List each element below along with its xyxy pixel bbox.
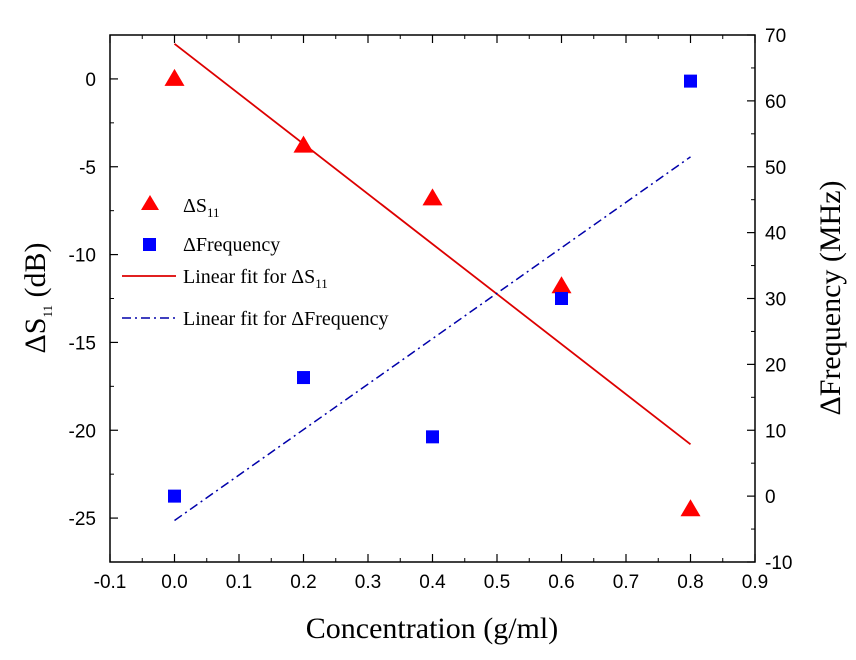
x-axis: -0.1 0.0 0.1 0.2 0.3 0.4 0.5 0.6 0.7 0.8 0.9 <box>94 35 768 593</box>
x-tick-label: 0.5 <box>484 572 510 593</box>
data-markers <box>164 68 701 517</box>
y-right-tick-label: 70 <box>765 26 786 47</box>
dfrequency-point <box>297 371 310 385</box>
dfrequency-point <box>168 489 181 503</box>
ds11-point <box>551 276 572 294</box>
x-tick-label: 0.4 <box>419 572 446 593</box>
y-axis-right: 70 60 50 40 30 20 10 0 -10 <box>747 26 792 574</box>
dfrequency-point <box>684 74 697 88</box>
y-right-tick-label: 10 <box>765 421 786 442</box>
x-tick-label: 0.8 <box>677 572 703 593</box>
legend-label-ds11: ΔS11 <box>183 195 220 220</box>
ds11-point <box>164 68 185 86</box>
legend-label-fit-dfrequency: Linear fit for ΔFrequency <box>183 308 389 330</box>
ds11-point <box>680 499 701 517</box>
ds11-point <box>422 188 443 206</box>
x-tick-label: 0.3 <box>355 572 381 593</box>
y-right-tick-label: 40 <box>765 224 786 245</box>
x-axis-title: Concentration (g/ml) <box>306 612 558 645</box>
y-right-tick-label: 60 <box>765 92 786 113</box>
y-left-tick-label: -20 <box>69 421 96 442</box>
legend-triangle-icon <box>141 195 159 210</box>
y-right-tick-label: -10 <box>765 553 792 574</box>
x-tick-label: 0.9 <box>742 572 768 593</box>
dfrequency-point <box>426 430 439 444</box>
x-tick-label: -0.1 <box>94 572 127 593</box>
legend-label-fit-ds11: Linear fit for ΔS11 <box>183 266 328 291</box>
fit-lines <box>173 43 692 522</box>
y-right-tick-label: 50 <box>765 158 786 179</box>
legend-square-icon <box>143 238 156 251</box>
x-tick-label: 0.2 <box>290 572 316 593</box>
ds11-point <box>293 135 314 153</box>
x-tick-label: 0.0 <box>161 572 187 593</box>
y-right-tick-label: 20 <box>765 355 786 376</box>
y-axis-right-title: ΔFrequency (MHz) <box>814 180 847 415</box>
y-left-tick-label: -15 <box>69 333 96 354</box>
y-axis-left: 0 -5 -10 -15 -20 -25 <box>69 34 118 563</box>
x-tick-label: 0.7 <box>613 572 639 593</box>
y-right-tick-label: 0 <box>765 487 776 508</box>
x-tick-label: 0.6 <box>548 572 574 593</box>
fit-line-dfrequency <box>174 156 691 522</box>
y-axis-left-title: ΔS11 (dB) <box>19 242 55 353</box>
dfrequency-point <box>555 292 568 305</box>
y-left-tick-label: -25 <box>69 509 96 530</box>
y-left-tick-label: -10 <box>69 246 96 267</box>
y-left-tick-label: 0 <box>85 70 96 91</box>
x-tick-label: 0.1 <box>226 572 252 593</box>
y-left-tick-label: -5 <box>79 158 96 179</box>
legend-label-dfrequency: ΔFrequency <box>183 234 280 256</box>
y-right-tick-label: 30 <box>765 290 786 311</box>
fit-line-ds11 <box>173 43 692 446</box>
legend: ΔS11 ΔFrequency Linear fit for ΔS11 Line… <box>122 195 389 330</box>
plot-frame <box>109 34 756 563</box>
